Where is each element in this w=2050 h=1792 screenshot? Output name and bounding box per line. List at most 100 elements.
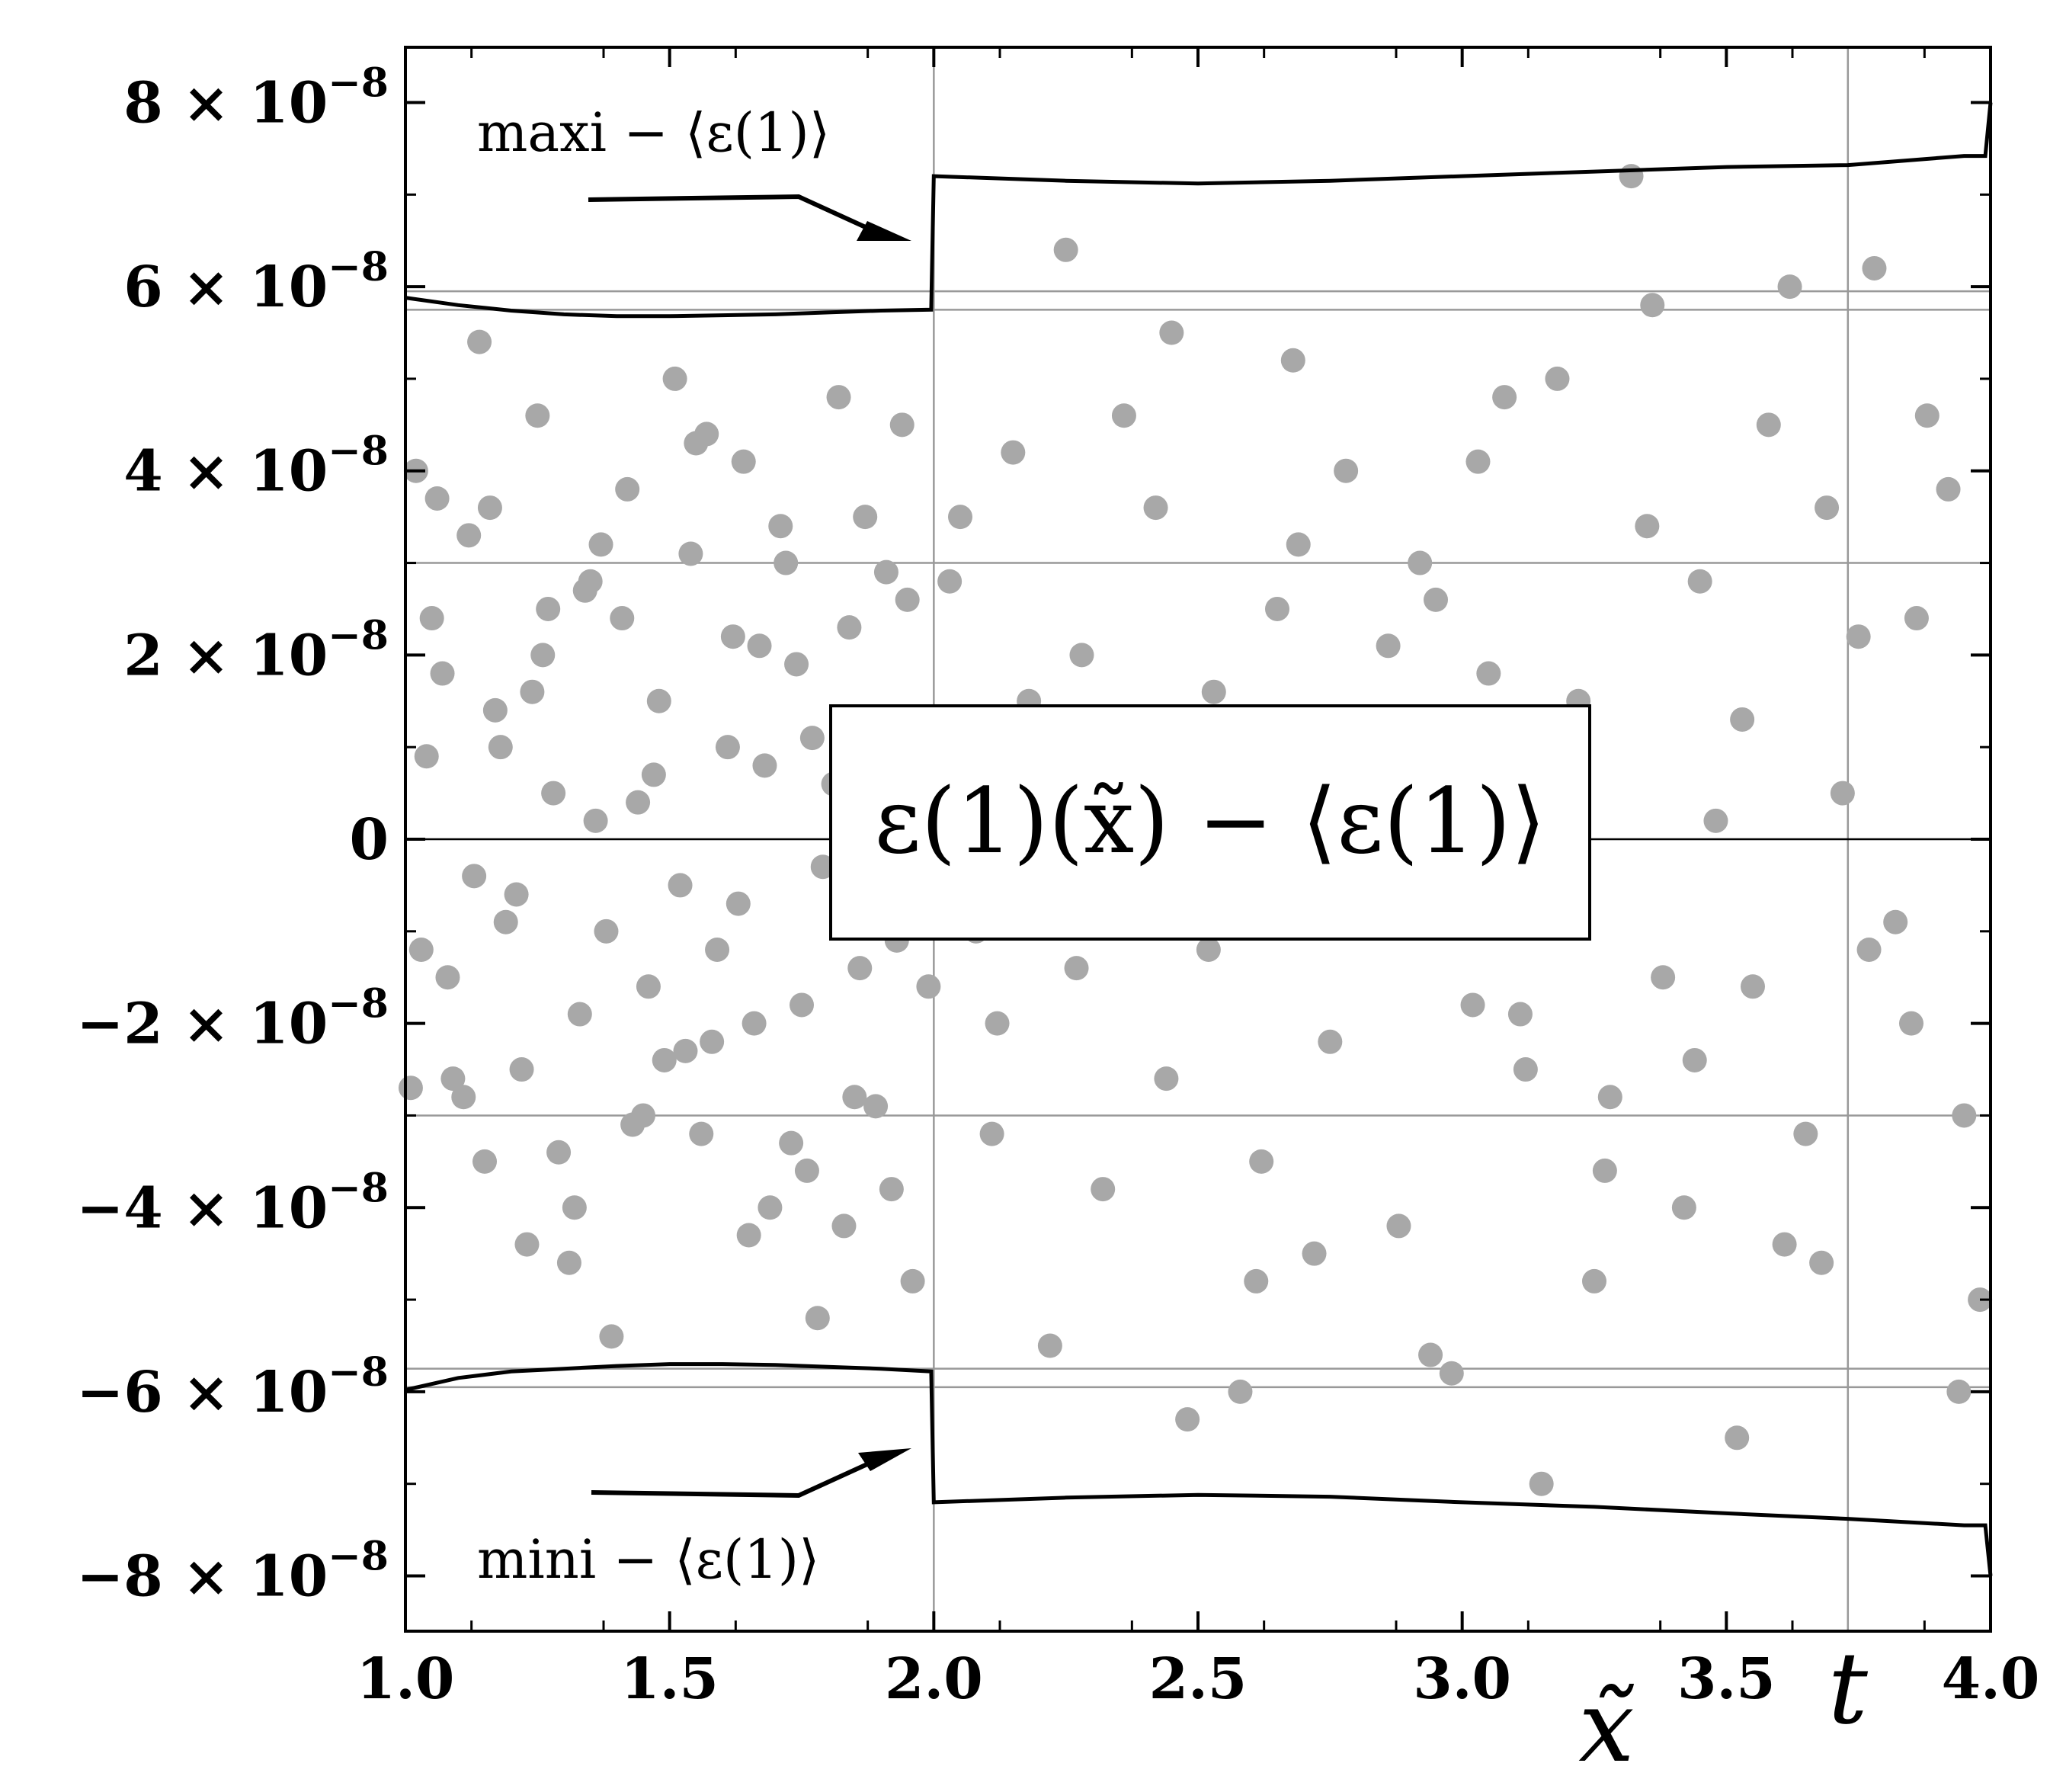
scatter-point [646,688,671,713]
scatter-point [567,1002,592,1027]
scatter-point [863,1094,889,1119]
scatter-point [1265,596,1289,621]
scatter-point [504,882,529,907]
t-marker-label: t [1828,1630,1869,1746]
scatter-point [774,550,799,575]
scatter-point [1904,606,1929,631]
center-label-box: ε(1)(x̃) − ⟨ε(1)⟩ [829,704,1591,941]
data-points [398,164,1993,1496]
scatter-point [1143,495,1168,521]
y-tick-label: 8 × 10−8 [123,59,389,136]
scatter-point [509,1057,534,1082]
scatter-point [948,505,972,530]
scatter-point [1809,1250,1834,1275]
scatter-point [1154,1066,1179,1092]
y-tick-label: −8 × 10−8 [76,1534,389,1610]
scatter-point [1846,624,1871,649]
scatter-point [1111,403,1136,428]
min-envelope-line [405,1362,1993,1576]
scatter-point [1201,679,1226,704]
scatter-point [889,412,914,438]
scatter-point [419,606,444,631]
scatter-point [440,1066,466,1092]
y-tick-label: −2 × 10−8 [76,981,389,1057]
scatter-point [662,366,687,391]
scatter-point [493,909,518,934]
scatter-point [583,808,608,833]
scatter-point [1725,1425,1750,1451]
y-tick-label: 0 [350,807,389,873]
scatter-point [620,1112,645,1137]
scatter-point [1635,514,1660,539]
scatter-point [456,523,482,548]
scatter-point [488,735,513,760]
scatter-point [435,965,460,990]
y-tick-label: 2 × 10−8 [123,612,389,688]
scatter-point [1914,403,1939,428]
scatter-point [979,1121,1004,1146]
x-tick-label: 2.5 [1149,1646,1248,1712]
scatter-point [1408,550,1433,575]
scatter-point [668,873,693,898]
scatter-point [1318,1029,1343,1054]
scatter-point [1703,808,1728,833]
scatter-point [790,992,814,1018]
scatter-point [541,781,566,806]
scatter-point [826,385,851,410]
scatter-point [1439,1361,1464,1386]
scatter-point [556,1250,581,1275]
scatter-point [1651,965,1676,990]
scatter-point [742,1011,767,1036]
scatter-point [720,624,745,649]
scatter-point [837,615,862,640]
scatter-point [1777,274,1802,300]
axis-ticks: 1.0 1.5 2.0 2.5 3.0 3.5 4.0 8 × 10−8 6 × 10−8 4 ×… [76,47,2039,1712]
scatter-point [1597,1085,1622,1110]
scatter-point [700,1029,725,1054]
scatter-point [424,486,450,511]
scatter-point [1730,707,1755,732]
scatter-point [1582,1268,1606,1294]
scatter-point [673,1038,698,1063]
scatter-point [1513,1057,1538,1082]
scatter-point [626,790,651,815]
scatter-point [937,569,963,594]
scatter-point [747,633,772,659]
scatter-point [599,1324,624,1349]
y-tick-label: 4 × 10−8 [123,428,389,505]
scatter-point [1507,1002,1533,1027]
scatter-point [794,1158,819,1183]
center-label: ε(1)(x̃) − ⟨ε(1)⟩ [874,768,1546,874]
scatter-point [1001,440,1026,465]
scatter-point [758,1195,783,1220]
x-tick-label: 3.5 [1677,1646,1776,1712]
x-tick-label: 1.5 [620,1646,719,1712]
scatter-point [1592,1158,1617,1183]
y-tick-label: −6 × 10−8 [76,1349,389,1425]
scatter-point [799,726,825,751]
scatter-point [1883,909,1908,934]
scatter-point [1280,348,1305,373]
scatter-point [985,1011,1010,1036]
scatter-point [831,1213,857,1239]
scatter-point [525,403,550,428]
scatter-point [520,679,545,704]
scatter-point [1424,587,1448,612]
scatter-point [726,891,751,916]
min-arrow-head [858,1448,911,1471]
scatter-point [873,559,898,585]
scatter-point [1936,476,1961,502]
scatter-point [1091,1177,1116,1202]
scatter-point [1175,1407,1200,1432]
min-annotation-label: mini − ⟨ε(1)⟩ [477,1528,819,1591]
min-arrow-shaft [591,1461,870,1499]
x-tick-label: 4.0 [1942,1646,2040,1712]
max-envelope-line [405,102,1993,319]
envelope-lines [405,102,1993,1576]
scatter-point [467,329,492,354]
scatter-point [398,1076,423,1101]
scatter-point [1196,937,1221,962]
scatter-point [477,495,502,521]
scatter-point [768,514,793,539]
scatter-point [1640,293,1665,318]
